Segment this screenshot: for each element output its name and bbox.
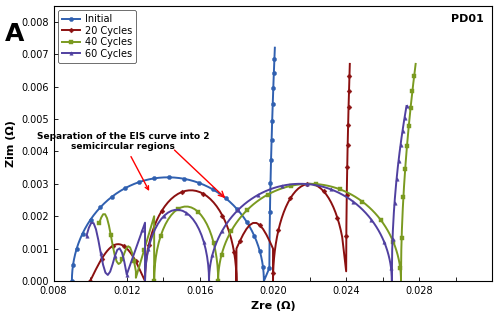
Line: 60 Cycles: 60 Cycles — [85, 104, 408, 283]
Line: 20 Cycles: 20 Cycles — [89, 62, 352, 283]
Initial — [83, 224, 89, 228]
60 Cycles — [222, 225, 228, 229]
60 Cycles — [403, 104, 409, 108]
60 Cycles — [84, 234, 90, 237]
Initial — [270, 94, 276, 98]
20 Cycles — [114, 242, 120, 246]
Initial — [69, 279, 75, 283]
Text: Separation of the EIS curve into 2
semicircular regions: Separation of the EIS curve into 2 semic… — [37, 132, 209, 190]
20 Cycles — [214, 204, 220, 208]
Initial — [186, 178, 192, 182]
20 Cycles — [347, 62, 353, 66]
40 Cycles — [151, 279, 157, 283]
Line: Initial: Initial — [70, 46, 277, 283]
Text: PD01: PD01 — [451, 14, 484, 24]
60 Cycles — [196, 227, 202, 231]
Y-axis label: Zim (Ω): Zim (Ω) — [5, 120, 15, 167]
20 Cycles — [87, 279, 93, 283]
20 Cycles — [345, 153, 351, 157]
Initial — [271, 60, 277, 63]
40 Cycles — [96, 221, 102, 224]
60 Cycles — [401, 118, 407, 122]
Initial — [272, 46, 278, 49]
Legend: Initial, 20 Cycles, 40 Cycles, 60 Cycles: Initial, 20 Cycles, 40 Cycles, 60 Cycles — [58, 10, 136, 62]
40 Cycles — [162, 222, 168, 226]
Initial — [69, 271, 75, 275]
Line: 40 Cycles: 40 Cycles — [98, 62, 417, 283]
40 Cycles — [102, 212, 108, 216]
Initial — [111, 193, 117, 197]
60 Cycles — [391, 201, 397, 204]
40 Cycles — [223, 240, 229, 244]
20 Cycles — [330, 205, 336, 209]
X-axis label: Zre (Ω): Zre (Ω) — [250, 301, 295, 311]
40 Cycles — [135, 269, 141, 273]
Text: A: A — [5, 22, 24, 46]
60 Cycles — [392, 188, 398, 192]
40 Cycles — [413, 62, 419, 66]
60 Cycles — [142, 279, 148, 283]
60 Cycles — [395, 159, 401, 163]
20 Cycles — [217, 209, 223, 213]
20 Cycles — [345, 157, 351, 161]
40 Cycles — [411, 74, 417, 78]
40 Cycles — [407, 112, 413, 116]
